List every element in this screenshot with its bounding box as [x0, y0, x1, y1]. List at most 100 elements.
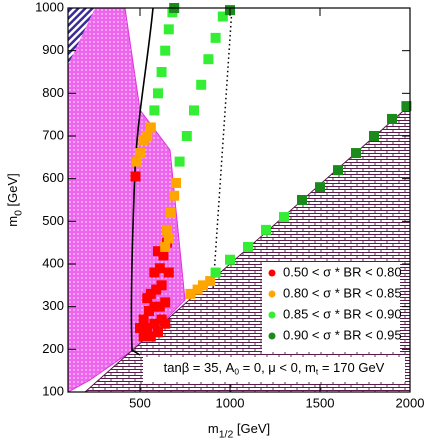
x-axis-label-part: [GeV] [233, 421, 270, 436]
legend-label: 0.85 < σ * BR < 0.90 [283, 306, 402, 321]
point [160, 45, 171, 56]
contour-line [130, 7, 154, 356]
point [138, 314, 149, 325]
point [142, 131, 153, 141]
point [158, 250, 169, 261]
point [163, 233, 174, 244]
point [225, 254, 235, 265]
point [151, 284, 162, 295]
point [145, 122, 156, 133]
point [144, 305, 154, 316]
point [198, 280, 208, 291]
annotation-part: = 0, μ < 0, m [239, 360, 316, 375]
point [149, 267, 160, 278]
y-tick-label: 200 [42, 341, 64, 356]
point [160, 297, 171, 308]
point [135, 323, 145, 333]
point [153, 327, 163, 338]
point [156, 67, 167, 77]
point [165, 207, 176, 218]
y-tick-label: 800 [42, 85, 64, 100]
point [130, 171, 141, 182]
x-tick-label: 1500 [306, 395, 335, 410]
point [142, 323, 153, 333]
point [210, 32, 221, 43]
annotation-part: tanβ = 35, A [164, 360, 235, 375]
y-tick-label: 1000 [35, 0, 64, 14]
y-axis-label-part: m [5, 216, 20, 227]
point [192, 284, 203, 295]
point [160, 241, 171, 252]
y-axis-label-part: 0 [12, 210, 24, 216]
x-tick-label: 2000 [396, 395, 425, 410]
y-tick-label: 100 [42, 383, 64, 398]
point [279, 212, 289, 223]
x-axis-label-part: m [208, 421, 219, 436]
y-tick-label: 600 [42, 170, 64, 185]
point [189, 105, 199, 116]
legend-label: 0.90 < σ * BR < 0.95 [283, 327, 402, 342]
point [149, 318, 160, 329]
legend-marker [268, 290, 276, 298]
point [185, 288, 196, 299]
point [163, 24, 174, 35]
point [156, 280, 167, 291]
point [387, 113, 397, 124]
point [163, 267, 174, 278]
annotation-part: = 170 GeV [318, 360, 384, 375]
point [154, 301, 165, 312]
legend-marker [268, 311, 276, 319]
point [153, 246, 163, 257]
point [160, 318, 171, 329]
point [162, 224, 172, 235]
point [315, 182, 325, 193]
legend-box [262, 262, 400, 352]
point [131, 156, 142, 167]
point [333, 165, 343, 176]
legend-label: 0.80 < σ * BR < 0.85 [283, 285, 402, 300]
point [243, 241, 253, 252]
point [203, 54, 214, 65]
point [171, 177, 181, 188]
point [138, 331, 149, 342]
point [145, 288, 156, 299]
point [261, 224, 271, 235]
x-tick-label: 1000 [216, 395, 245, 410]
x-tick-label: 500 [129, 395, 151, 410]
point [369, 131, 379, 141]
point [351, 148, 361, 159]
point [145, 331, 156, 342]
point [169, 190, 180, 201]
legend-marker [268, 332, 276, 340]
point [174, 156, 185, 167]
annotation: tanβ = 35, A0 = 0, μ < 0, mt = 170 GeV [164, 360, 385, 376]
point [149, 105, 160, 116]
point [401, 101, 412, 112]
contour-line [212, 7, 233, 291]
annotation-box [143, 357, 405, 382]
annotation-part: 0 [234, 367, 239, 377]
point [149, 301, 160, 312]
point [153, 88, 163, 99]
y-axis-label: m0 [GeV] [5, 173, 24, 227]
y-axis-label-part: [GeV] [5, 173, 20, 210]
point [297, 195, 307, 205]
y-tick-label: 500 [42, 213, 64, 228]
y-tick-label: 300 [42, 298, 64, 313]
point [135, 148, 145, 159]
point [205, 276, 216, 287]
point [217, 11, 228, 22]
point [181, 131, 192, 141]
annotation-part: t [316, 367, 319, 377]
point [210, 267, 221, 278]
point [154, 263, 165, 274]
x-axis-label: m1/2 [GeV] [208, 421, 270, 440]
y-tick-label: 400 [42, 255, 64, 270]
y-tick-label: 700 [42, 127, 64, 142]
plot-frame [67, 7, 411, 393]
x-axis-label-part: 1/2 [219, 428, 234, 440]
point [196, 79, 207, 90]
legend-label: 0.50 < σ * BR < 0.80 [283, 264, 402, 279]
legend-marker [268, 269, 276, 277]
